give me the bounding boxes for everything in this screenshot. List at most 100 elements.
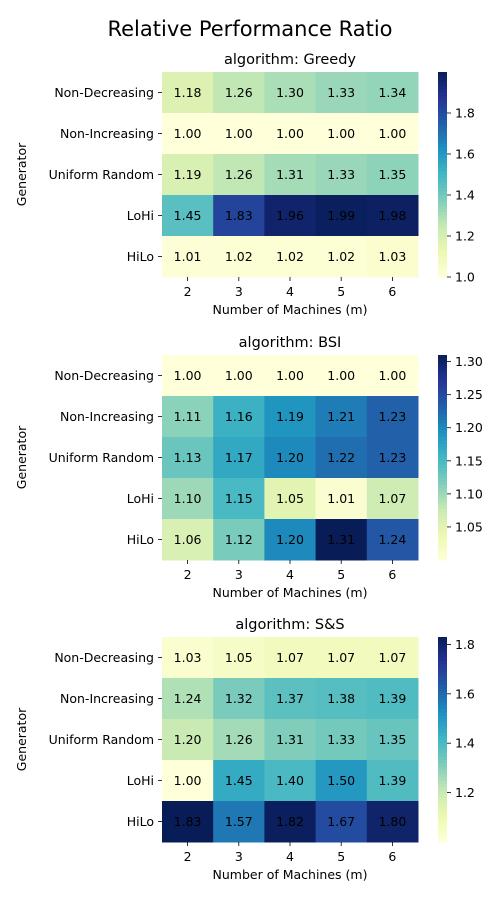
colorbar-segment	[438, 157, 447, 162]
cell-value-label: 1.10	[174, 491, 202, 506]
colorbar-segment	[438, 681, 447, 686]
y-tick-label: Non-Increasing	[60, 409, 154, 424]
cell-value-label: 1.31	[276, 167, 304, 182]
cell-value-label: 1.26	[225, 85, 253, 100]
colorbar-segment	[438, 375, 447, 380]
colorbar-segment	[438, 133, 447, 138]
x-axis-label: Number of Machines (m)	[213, 302, 368, 317]
colorbar-segment	[438, 657, 447, 662]
y-tick-label: Uniform Random	[49, 450, 154, 465]
heatmap-cell	[162, 195, 214, 237]
colorbar-segment	[438, 760, 447, 765]
x-tick-label: 2	[184, 849, 192, 864]
colorbar-segment	[438, 205, 447, 210]
colorbar-segment	[438, 749, 447, 754]
x-tick-label: 4	[286, 849, 294, 864]
colorbar-segment	[438, 491, 447, 496]
heatmap-cell	[315, 396, 368, 438]
colorbar-segment	[438, 440, 447, 445]
colorbar-segment	[438, 671, 447, 676]
x-tick-label: 3	[235, 849, 243, 864]
colorbar-segment	[438, 505, 447, 510]
colorbar-segment	[438, 481, 447, 486]
cell-value-label: 1.23	[378, 450, 406, 465]
heatmap-cell	[264, 637, 317, 679]
colorbar-segment	[438, 222, 447, 227]
colorbar-segment	[438, 263, 447, 268]
x-tick-label: 5	[337, 567, 345, 582]
colorbar-segment	[438, 807, 447, 812]
heatmap-cell	[213, 760, 265, 802]
cell-value-label: 1.20	[276, 450, 304, 465]
heatmap-cell	[162, 637, 214, 679]
y-axis-label: Generator	[14, 142, 29, 206]
cell-value-label: 1.00	[276, 126, 304, 141]
colorbar-tick-label: 1.0	[455, 270, 475, 285]
heatmap-cell	[264, 355, 317, 397]
colorbar-segment	[438, 413, 447, 418]
colorbar-segment	[438, 399, 447, 404]
colorbar-segment	[438, 756, 447, 761]
colorbar-tick-label: 1.2	[455, 785, 475, 800]
heatmap-cell	[315, 637, 368, 679]
colorbar-segment	[438, 85, 447, 90]
colorbar-segment	[438, 739, 447, 744]
heatmap-cell	[213, 637, 265, 679]
cell-value-label: 1.05	[225, 650, 253, 665]
heatmap-cell	[366, 195, 419, 237]
colorbar-segment	[438, 773, 447, 778]
colorbar-tick-label: 1.05	[455, 519, 483, 534]
cell-value-label: 1.34	[378, 85, 406, 100]
colorbar-segment	[438, 385, 447, 390]
colorbar-segment	[438, 529, 447, 534]
colorbar-segment	[438, 143, 447, 148]
cell-value-label: 1.24	[174, 691, 202, 706]
colorbar-segment	[438, 355, 447, 360]
colorbar-segment	[438, 797, 447, 802]
colorbar-segment	[438, 239, 447, 244]
colorbar-segment	[438, 725, 447, 730]
heatmap-cell	[213, 113, 265, 155]
colorbar-segment	[438, 430, 447, 435]
colorbar-segment	[438, 647, 447, 652]
colorbar-segment	[438, 519, 447, 524]
colorbar-segment	[438, 215, 447, 220]
colorbar-segment	[438, 804, 447, 809]
heatmap-cell	[315, 154, 368, 196]
colorbar-segment	[438, 423, 447, 428]
heatmap-cell	[264, 719, 317, 761]
cell-value-label: 1.13	[174, 450, 202, 465]
colorbar-segment	[438, 225, 447, 230]
heatmap-cell	[162, 154, 214, 196]
colorbar-segment	[438, 389, 447, 394]
cell-value-label: 1.32	[225, 691, 253, 706]
heatmap-cell	[213, 437, 265, 479]
heatmap-cell	[162, 678, 214, 720]
colorbar-segment	[438, 640, 447, 645]
colorbar-tick-label: 1.20	[455, 420, 483, 435]
heatmap-cell	[366, 519, 419, 561]
colorbar-segment	[438, 801, 447, 806]
heatmap-cell	[315, 113, 368, 155]
heatmap-cell	[264, 236, 317, 278]
panel-title: algorithm: S&S	[235, 617, 344, 633]
heatmap-cell	[366, 113, 419, 155]
colorbar-segment	[438, 130, 447, 135]
heatmap-cell	[213, 478, 265, 520]
colorbar-segment	[438, 732, 447, 737]
y-tick-label: Non-Decreasing	[54, 85, 154, 100]
heatmap-cell	[366, 719, 419, 761]
heatmap-cell	[213, 195, 265, 237]
colorbar-segment	[438, 705, 447, 710]
colorbar-segment	[438, 181, 447, 186]
colorbar-segment	[438, 695, 447, 700]
heatmap-cell	[366, 637, 419, 679]
colorbar-segment	[438, 678, 447, 683]
cell-value-label: 1.07	[327, 650, 355, 665]
heatmap-cell	[366, 801, 419, 843]
heatmap-cell	[366, 236, 419, 278]
colorbar-segment	[438, 443, 447, 448]
colorbar-segment	[438, 708, 447, 713]
colorbar-segment	[438, 246, 447, 251]
colorbar-segment	[438, 208, 447, 213]
